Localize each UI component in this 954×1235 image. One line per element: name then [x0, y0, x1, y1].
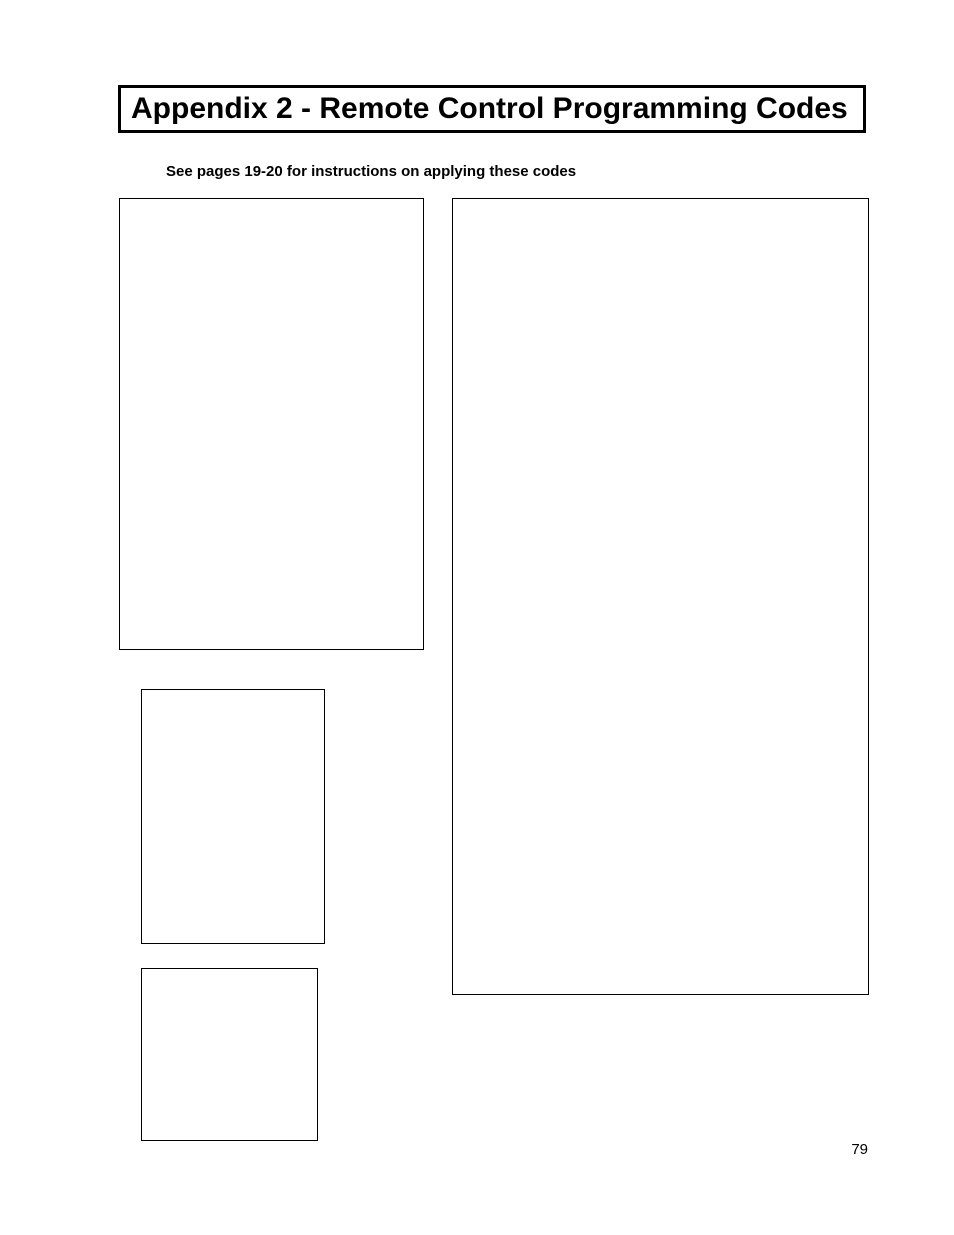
page: Appendix 2 - Remote Control Programming …	[0, 0, 954, 1235]
codes-box-2	[141, 689, 325, 944]
appendix-title-text: Appendix 2 - Remote Control Programming …	[131, 92, 848, 125]
codes-box-1	[119, 198, 424, 650]
subtitle-label: See pages 19-20 for instructions on appl…	[166, 163, 576, 180]
page-number: 79	[851, 1141, 868, 1158]
appendix-title-box: Appendix 2 - Remote Control Programming …	[118, 85, 866, 133]
subtitle-text: See pages 19-20 for instructions on appl…	[166, 163, 576, 180]
codes-box-4	[452, 198, 869, 995]
page-number-text: 79	[851, 1141, 868, 1158]
codes-box-3	[141, 968, 318, 1141]
